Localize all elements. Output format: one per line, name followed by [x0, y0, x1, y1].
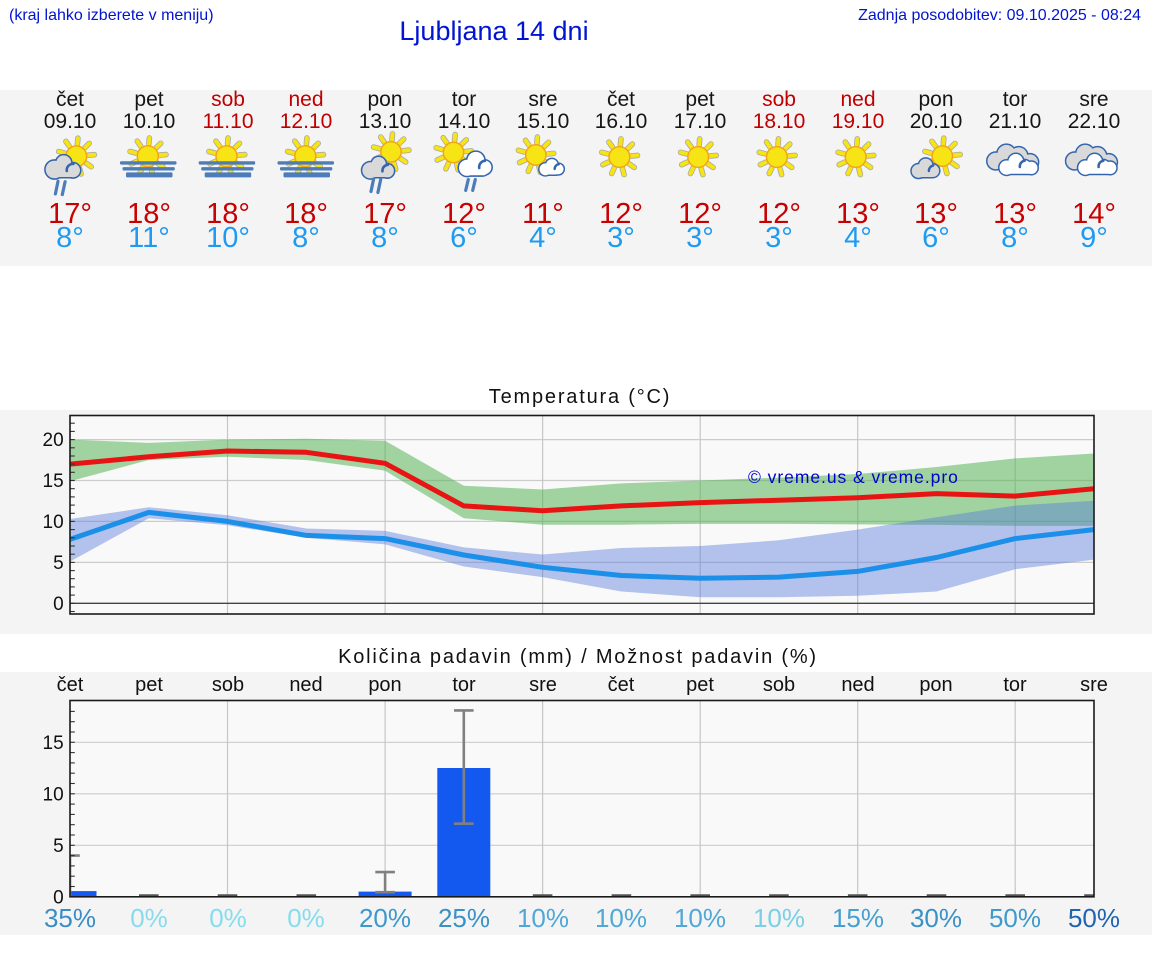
svg-text:15: 15	[43, 471, 64, 492]
svg-text:© vreme.us & vreme.pro: © vreme.us & vreme.pro	[748, 467, 959, 487]
svg-text:20: 20	[43, 430, 64, 451]
svg-text:15: 15	[43, 733, 64, 754]
svg-text:5: 5	[53, 836, 64, 857]
svg-text:0: 0	[53, 594, 64, 615]
svg-text:10: 10	[43, 784, 64, 805]
svg-text:10: 10	[43, 512, 64, 533]
svg-text:0: 0	[53, 887, 64, 908]
svg-text:5: 5	[53, 553, 64, 574]
